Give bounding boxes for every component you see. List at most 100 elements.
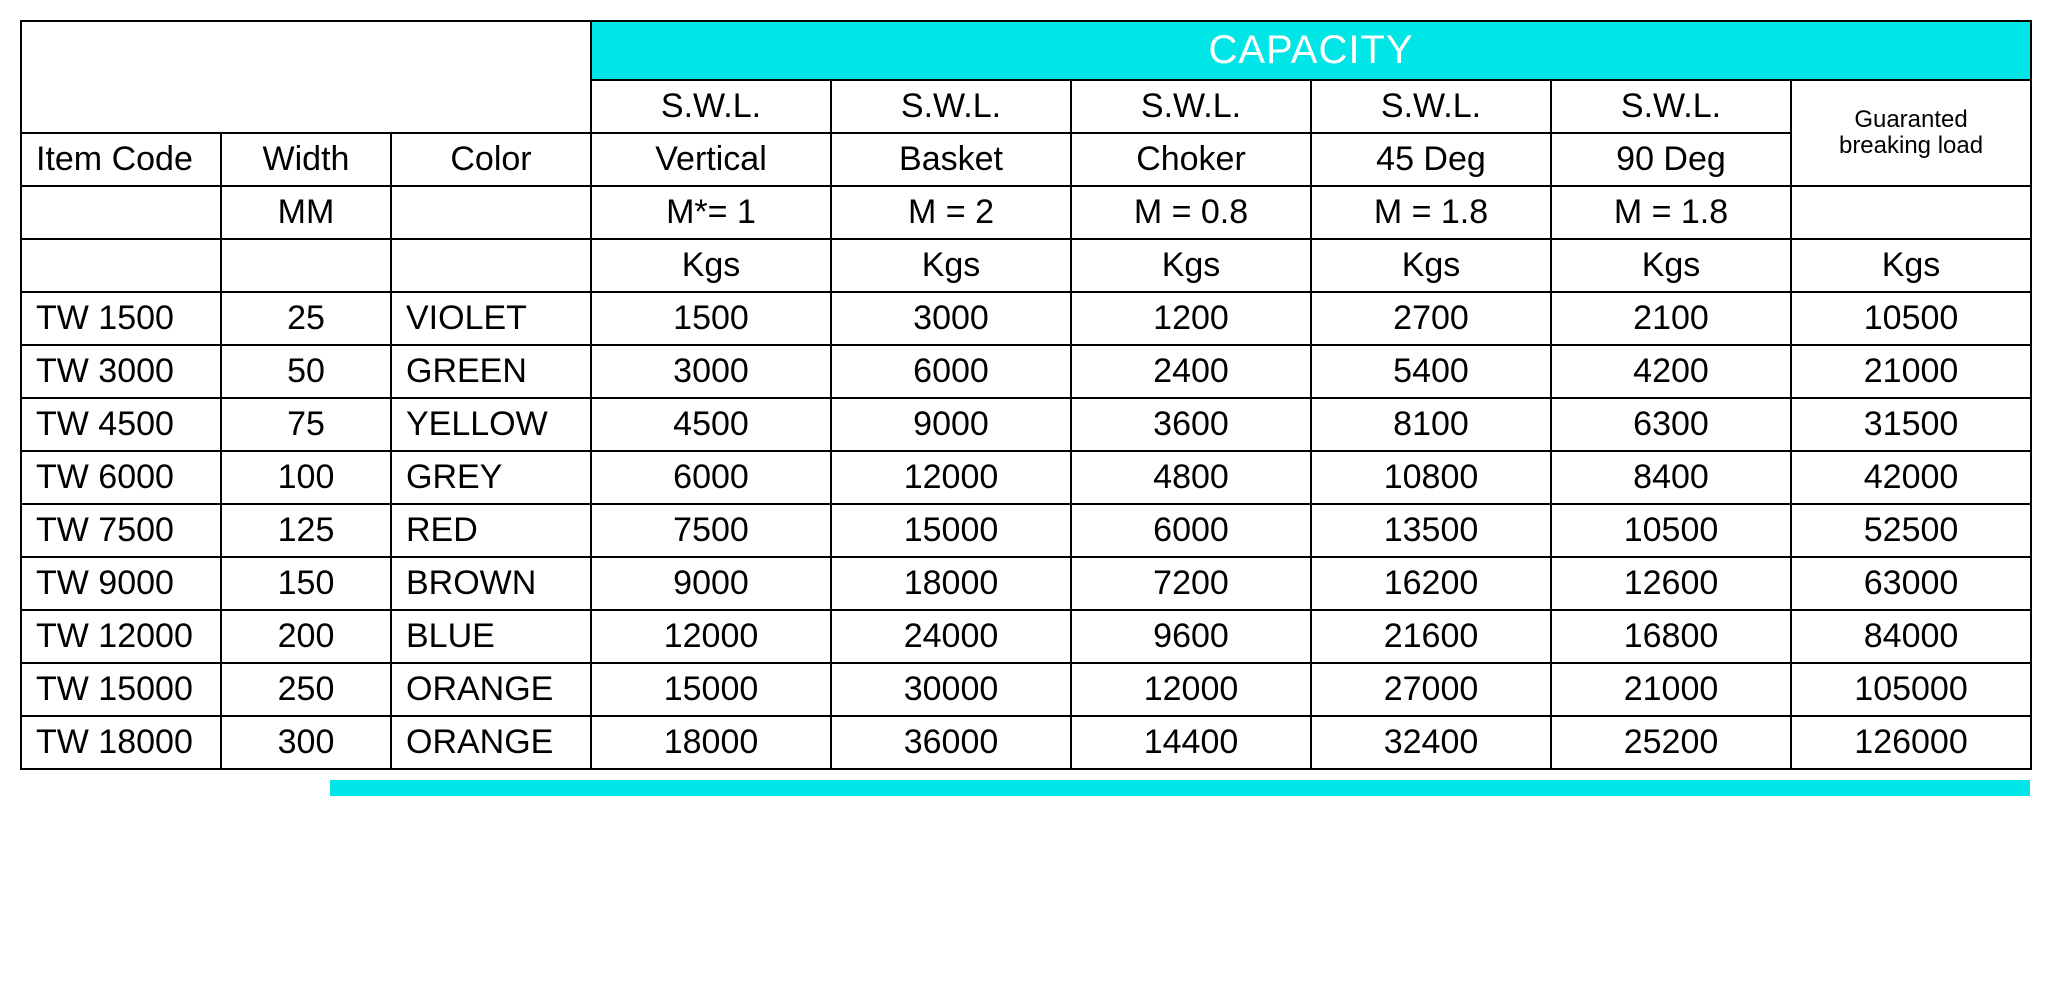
cell-deg90: 8400 [1551, 451, 1791, 504]
cell-deg90: 10500 [1551, 504, 1791, 557]
unit-2 [391, 186, 591, 239]
unit-5: M = 0.8 [1071, 186, 1311, 239]
cell-choker: 7200 [1071, 557, 1311, 610]
header-blank [21, 21, 591, 133]
cell-basket: 6000 [831, 345, 1071, 398]
kgs-6: Kgs [1311, 239, 1551, 292]
unit-7: M = 1.8 [1551, 186, 1791, 239]
cell-deg45: 21600 [1311, 610, 1551, 663]
cell-item: TW 4500 [21, 398, 221, 451]
kgs-1 [221, 239, 391, 292]
cell-vertical: 12000 [591, 610, 831, 663]
cell-color: ORANGE [391, 663, 591, 716]
col-choker: Choker [1071, 133, 1311, 186]
table-row: TW 15000250ORANGE15000300001200027000210… [21, 663, 2031, 716]
cell-deg90: 2100 [1551, 292, 1791, 345]
cell-width: 300 [221, 716, 391, 769]
cell-deg90: 25200 [1551, 716, 1791, 769]
unit-1: MM [221, 186, 391, 239]
unit-4: M = 2 [831, 186, 1071, 239]
header-row-cols: Item Code Width Color Vertical Basket Ch… [21, 133, 2031, 186]
capacity-table: CAPACITY S.W.L. S.W.L. S.W.L. S.W.L. S.W… [20, 20, 2032, 770]
cell-basket: 12000 [831, 451, 1071, 504]
cell-deg90: 6300 [1551, 398, 1791, 451]
cell-width: 125 [221, 504, 391, 557]
table-row: TW 12000200BLUE1200024000960021600168008… [21, 610, 2031, 663]
cell-deg90: 21000 [1551, 663, 1791, 716]
cell-choker: 9600 [1071, 610, 1311, 663]
capacity-header: CAPACITY [591, 21, 2031, 80]
cell-vertical: 15000 [591, 663, 831, 716]
cell-vertical: 18000 [591, 716, 831, 769]
table-row: TW 450075YELLOW4500900036008100630031500 [21, 398, 2031, 451]
cell-vertical: 7500 [591, 504, 831, 557]
cell-item: TW 3000 [21, 345, 221, 398]
cell-width: 150 [221, 557, 391, 610]
cell-width: 250 [221, 663, 391, 716]
cell-deg45: 13500 [1311, 504, 1551, 557]
kgs-3: Kgs [591, 239, 831, 292]
swl-label-0: S.W.L. [591, 80, 831, 133]
cell-item: TW 15000 [21, 663, 221, 716]
cell-item: TW 1500 [21, 292, 221, 345]
cell-choker: 1200 [1071, 292, 1311, 345]
table-row: TW 150025VIOLET1500300012002700210010500 [21, 292, 2031, 345]
cell-basket: 36000 [831, 716, 1071, 769]
cell-deg45: 8100 [1311, 398, 1551, 451]
col-vertical: Vertical [591, 133, 831, 186]
cell-basket: 15000 [831, 504, 1071, 557]
col-item-code: Item Code [21, 133, 221, 186]
table-row: TW 7500125RED750015000600013500105005250… [21, 504, 2031, 557]
cell-width: 75 [221, 398, 391, 451]
cell-color: BLUE [391, 610, 591, 663]
cell-color: ORANGE [391, 716, 591, 769]
cell-vertical: 4500 [591, 398, 831, 451]
swl-label-1: S.W.L. [831, 80, 1071, 133]
cell-deg45: 16200 [1311, 557, 1551, 610]
unit-0 [21, 186, 221, 239]
cell-deg90: 16800 [1551, 610, 1791, 663]
cell-gbl: 42000 [1791, 451, 2031, 504]
col-45deg: 45 Deg [1311, 133, 1551, 186]
cell-gbl: 126000 [1791, 716, 2031, 769]
cell-gbl: 105000 [1791, 663, 2031, 716]
table-row: TW 9000150BROWN9000180007200162001260063… [21, 557, 2031, 610]
table-row: TW 18000300ORANGE18000360001440032400252… [21, 716, 2031, 769]
cell-deg45: 32400 [1311, 716, 1551, 769]
cell-deg45: 5400 [1311, 345, 1551, 398]
cell-choker: 2400 [1071, 345, 1311, 398]
cell-basket: 30000 [831, 663, 1071, 716]
unit-3: M*= 1 [591, 186, 831, 239]
cell-width: 200 [221, 610, 391, 663]
cell-color: GREY [391, 451, 591, 504]
cell-color: GREEN [391, 345, 591, 398]
cell-deg45: 27000 [1311, 663, 1551, 716]
header-row-units: MM M*= 1 M = 2 M = 0.8 M = 1.8 M = 1.8 [21, 186, 2031, 239]
cell-color: YELLOW [391, 398, 591, 451]
cell-basket: 3000 [831, 292, 1071, 345]
kgs-0 [21, 239, 221, 292]
cell-choker: 6000 [1071, 504, 1311, 557]
cell-choker: 12000 [1071, 663, 1311, 716]
kgs-4: Kgs [831, 239, 1071, 292]
cell-color: BROWN [391, 557, 591, 610]
cell-width: 25 [221, 292, 391, 345]
cell-gbl: 31500 [1791, 398, 2031, 451]
cell-deg90: 4200 [1551, 345, 1791, 398]
cell-choker: 14400 [1071, 716, 1311, 769]
kgs-7: Kgs [1551, 239, 1791, 292]
cell-vertical: 6000 [591, 451, 831, 504]
cell-basket: 24000 [831, 610, 1071, 663]
cell-item: TW 9000 [21, 557, 221, 610]
cell-choker: 4800 [1071, 451, 1311, 504]
kgs-2 [391, 239, 591, 292]
cell-choker: 3600 [1071, 398, 1311, 451]
col-width: Width [221, 133, 391, 186]
cell-item: TW 6000 [21, 451, 221, 504]
kgs-8: Kgs [1791, 239, 2031, 292]
cell-item: TW 7500 [21, 504, 221, 557]
cell-basket: 9000 [831, 398, 1071, 451]
unit-8 [1791, 186, 2031, 239]
guaranteed-label: Guaranted breaking load [1791, 80, 2031, 186]
cell-deg45: 10800 [1311, 451, 1551, 504]
